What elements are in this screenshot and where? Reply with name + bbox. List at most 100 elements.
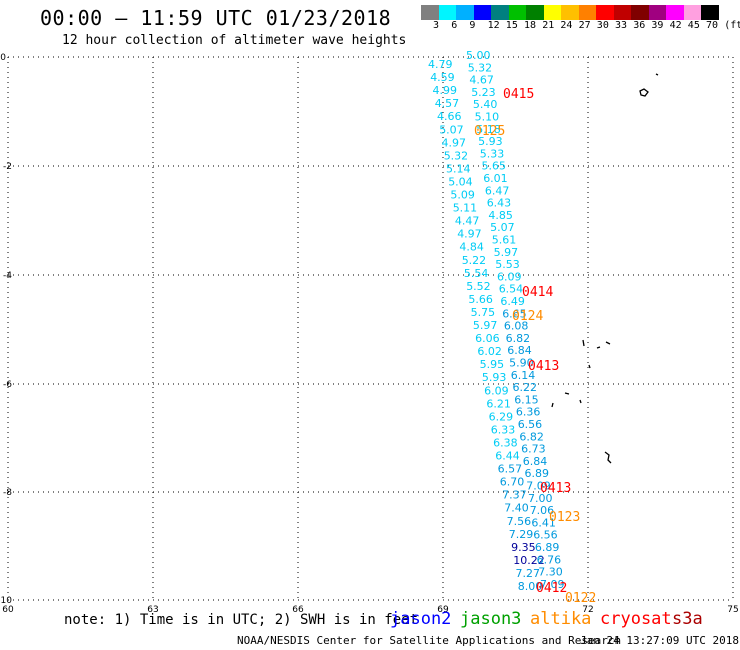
swh-value: 5.07 (490, 221, 514, 234)
scale-label: 45 (687, 20, 700, 31)
scale-label: 9 (469, 20, 476, 31)
swh-value: 5.61 (492, 234, 517, 247)
swh-value: 7.06 (530, 504, 555, 517)
island-5 (604, 451, 612, 464)
swh-value: 5.18 (476, 123, 501, 136)
map-subtitle: 12 hour collection of altimeter wave hei… (62, 33, 407, 48)
swh-value: 6.22 (513, 381, 538, 394)
y-tick-label: -2 (3, 162, 12, 172)
swh-value: 8.00 (518, 580, 543, 593)
swh-value: 7.40 (504, 502, 529, 515)
scale-label: 21 (542, 20, 555, 31)
swh-value: 5.54 (464, 267, 489, 280)
swh-value: 6.73 (521, 443, 546, 456)
y-tick-label: -6 (3, 380, 12, 390)
swh-value: 6.54 (499, 283, 524, 296)
island-1 (655, 73, 659, 76)
swh-value: 4.97 (457, 228, 482, 241)
scale-label: 15 (505, 20, 518, 31)
scale-label: 70 (706, 20, 719, 31)
swh-value: 6.89 (535, 541, 560, 554)
swh-value: 6.08 (504, 320, 529, 333)
pass-time-label: 0414 (522, 285, 553, 300)
scale-swatch (683, 5, 701, 20)
swh-value: 6.15 (514, 393, 539, 406)
scale-label: 39 (651, 20, 664, 31)
x-tick-label: 60 (2, 605, 14, 615)
map-title: 00:00 – 11:59 UTC 01/23/2018 (40, 6, 392, 30)
swh-value: 4.79 (428, 58, 453, 71)
scale-label: (ft) (724, 20, 740, 31)
scale-label: 30 (596, 20, 609, 31)
swh-value: 5.65 (482, 160, 507, 173)
swh-value: 6.01 (483, 172, 508, 185)
swh-value: 7.30 (538, 566, 563, 579)
pass-time-label: 0412 (536, 581, 567, 596)
scale-swatch (701, 5, 719, 20)
legend-s3a: s3a (672, 609, 703, 629)
swh-value: 6.06 (475, 332, 500, 345)
scale-label: 12 (487, 20, 500, 31)
swh-value: 6.82 (519, 430, 544, 443)
pass-time-label: 0413 (540, 481, 571, 496)
swh-value: 6.33 (491, 423, 516, 436)
swh-value: 5.07 (439, 123, 464, 136)
swh-value: 7.29 (509, 528, 534, 541)
swh-value: 6.47 (485, 184, 510, 197)
swh-value: 6.70 (500, 476, 525, 489)
swh-value: 5.09 (450, 189, 475, 202)
swh-value: 6.65 (502, 307, 527, 320)
legend-altika: altika (530, 609, 592, 629)
generated-timestamp: Jan 24 13:27:09 UTC 2018 (580, 634, 739, 647)
swh-value: 6.56 (518, 418, 543, 431)
swh-value: 5.93 (482, 371, 507, 384)
swh-value: 6.49 (500, 295, 525, 308)
scale-swatch (561, 5, 579, 20)
swh-value: 5.04 (448, 175, 473, 188)
scale-label: 6 (451, 20, 458, 31)
scale-label: 24 (560, 20, 573, 31)
x-tick-label: 69 (437, 605, 449, 615)
swh-value: 5.10 (475, 111, 500, 124)
y-tick-label: 0 (0, 53, 6, 63)
swh-value: 5.00 (466, 49, 491, 62)
islands (551, 73, 659, 464)
scale-label: 33 (615, 20, 628, 31)
swh-value: 6.29 (489, 410, 513, 423)
swh-value: 7.37 (502, 489, 526, 502)
swh-value: 6.09 (497, 270, 522, 283)
swh-value: 7.09 (540, 578, 565, 591)
swh-value: 4.99 (433, 84, 458, 97)
scale-swatch (648, 5, 666, 20)
scale-swatch (508, 5, 526, 20)
swh-value: 5.23 (471, 86, 496, 99)
swh-value: 5.97 (494, 246, 518, 259)
x-tick-label: 63 (147, 605, 158, 615)
swh-value: 4.47 (455, 215, 480, 228)
island-2 (639, 88, 649, 97)
swh-value: 5.53 (495, 258, 520, 271)
note-text: note: 1) Time is in UTC; 2) SWH is in fe… (64, 612, 419, 628)
swh-value: 4.84 (459, 241, 484, 254)
legend-cryosat: cryosat (600, 609, 672, 629)
swh-value: 6.14 (511, 369, 536, 382)
scale-label: 42 (669, 20, 682, 31)
swh-value: 6.82 (506, 332, 530, 345)
swh-value: 4.57 (435, 97, 460, 110)
swh-value: 5.14 (446, 162, 471, 175)
pass-time-label: 0415 (503, 87, 534, 102)
scale-swatch (578, 5, 596, 20)
scale-label: 18 (524, 20, 537, 31)
swh-value: 6.43 (487, 197, 512, 210)
scale-swatch (456, 5, 474, 20)
wave-height-track: 4.794.594.994.574.665.074.975.325.145.04… (428, 49, 565, 593)
scale-label: 3 (433, 20, 440, 31)
island-4 (551, 392, 582, 408)
swh-value: 5.32 (444, 149, 469, 162)
x-tick-label: 66 (292, 605, 304, 615)
swh-value: 6.44 (495, 450, 520, 463)
scale-swatch (631, 5, 649, 20)
scale-swatch (491, 5, 509, 20)
